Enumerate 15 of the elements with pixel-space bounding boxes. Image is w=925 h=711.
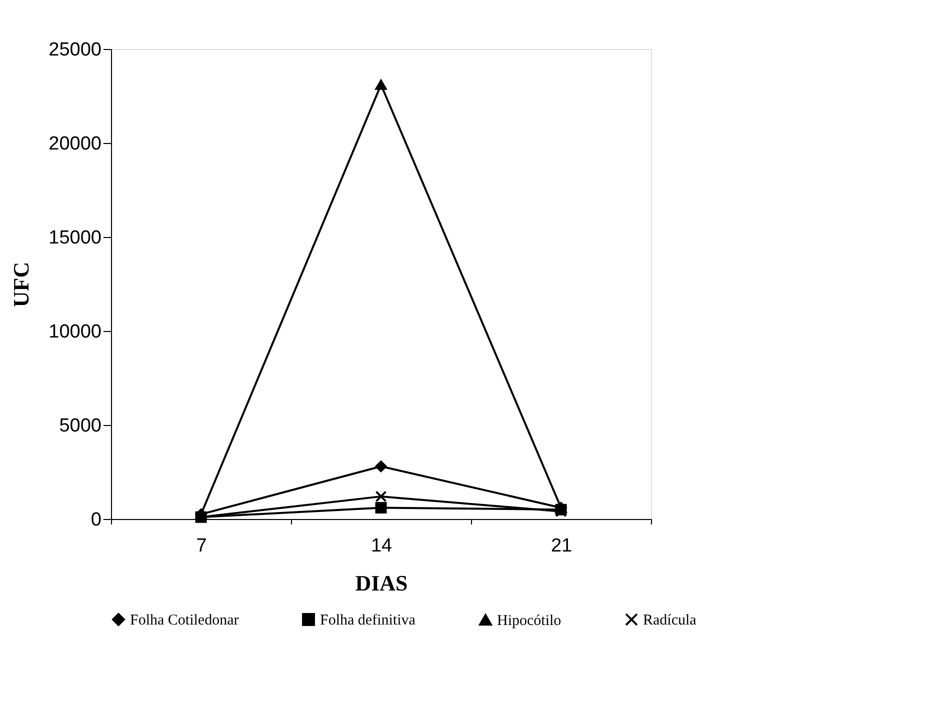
legend-label: Hipocótilo <box>497 612 562 629</box>
y-tick-label: 0 <box>90 510 102 530</box>
y-tick-label: 25000 <box>48 40 102 60</box>
legend-label: Radícula <box>643 612 697 629</box>
x-axis-title: DIAS <box>355 570 408 596</box>
x-tick-label: 21 <box>550 536 572 556</box>
y-tick-label: 20000 <box>48 134 102 154</box>
y-tick-label: 10000 <box>48 322 102 342</box>
y-tick-label: 5000 <box>59 416 102 436</box>
y-axis-title: UFC <box>8 262 34 308</box>
x-tick-label: 14 <box>370 536 392 556</box>
x-tick-label: 7 <box>196 536 207 556</box>
y-tick-label: 15000 <box>48 228 102 248</box>
legend-label: Folha Cotiledonar <box>130 612 239 629</box>
legend-label: Folha definitiva <box>320 612 416 629</box>
